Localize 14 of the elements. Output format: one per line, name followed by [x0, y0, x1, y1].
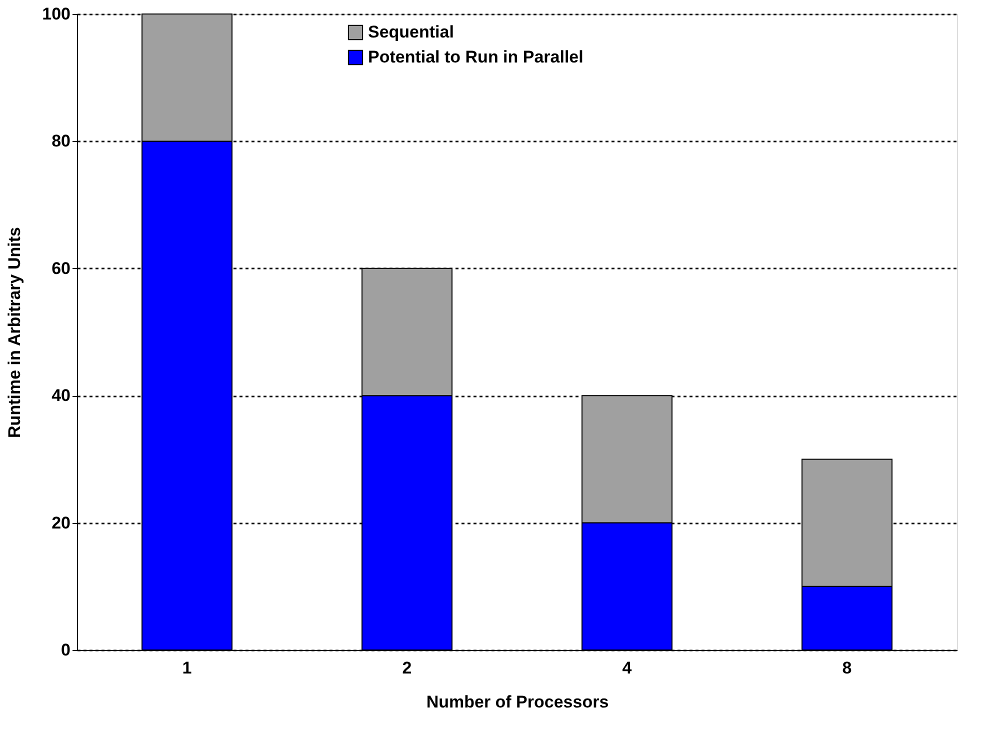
y-tick-label: 40 — [52, 386, 70, 406]
x-tick-label: 1 — [182, 658, 192, 678]
y-tick-label: 80 — [52, 132, 70, 151]
y-tick-label: 60 — [52, 258, 70, 278]
x-tick-label: 4 — [622, 658, 632, 678]
y-tick-label: 100 — [42, 4, 70, 24]
legend-label: Sequential — [368, 22, 454, 42]
legend-label: Potential to Run in Parallel — [368, 48, 584, 66]
x-tick-label: 8 — [842, 658, 852, 678]
y-axis-title: Runtime in Arbitrary Units — [5, 227, 24, 438]
y-tick-label: 0 — [61, 640, 70, 660]
x-axis-title: Number of Processors — [426, 692, 609, 712]
x-tick-label: 2 — [402, 658, 412, 678]
y-tick-label: 20 — [52, 513, 70, 532]
